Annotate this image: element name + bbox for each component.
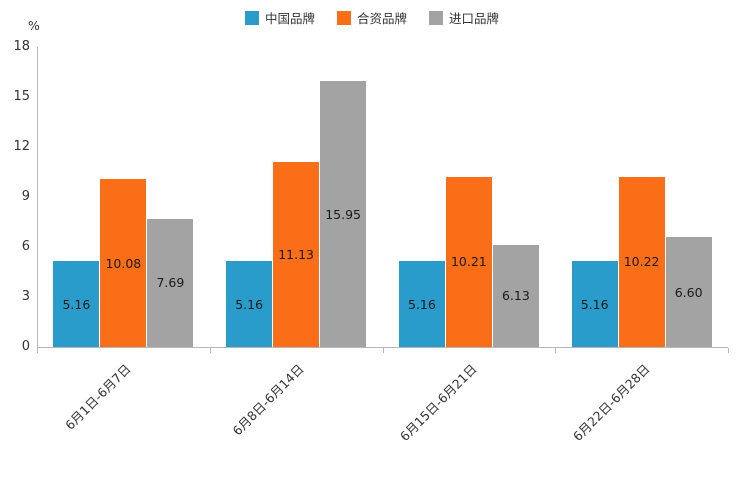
bar-中国品牌-1[interactable]: 5.16 (226, 261, 273, 347)
bar-value-label: 10.08 (105, 255, 142, 271)
bar-value-label: 7.69 (156, 275, 185, 291)
bar-合资品牌-1[interactable]: 11.13 (273, 161, 320, 347)
y-tick-label: 6 (21, 239, 30, 254)
bar-value-label: 5.16 (235, 296, 264, 312)
x-axis-tick (209, 348, 211, 353)
x-category-label-3: 6月22日-6月28日 (569, 361, 653, 445)
bar-group-1: 5.16 11.13 15.95 (226, 81, 367, 347)
bar-value-label: 5.16 (580, 296, 609, 312)
legend-swatch-icon (336, 10, 351, 25)
bar-中国品牌-2[interactable]: 5.16 (398, 261, 445, 347)
bar-中国品牌-3[interactable]: 5.16 (571, 261, 618, 347)
bar-group-0: 5.16 10.08 7.69 (53, 179, 194, 347)
legend-item-0[interactable]: 中国品牌 (244, 8, 315, 27)
bar-value-label: 6.13 (501, 288, 530, 304)
legend-label: 合资品牌 (356, 11, 407, 26)
x-axis-line (37, 347, 728, 348)
bar-group-3: 5.16 10.22 6.60 (571, 176, 712, 347)
legend-item-1[interactable]: 合资品牌 (336, 8, 407, 27)
legend-swatch-icon (244, 10, 259, 25)
y-tick-label: 0 (21, 339, 30, 354)
bar-进口品牌-3[interactable]: 6.60 (665, 237, 712, 347)
y-tick-label: 9 (21, 189, 30, 204)
bar-value-label: 10.22 (623, 254, 660, 270)
x-axis-tick (382, 348, 384, 353)
bar-group-2: 5.16 10.21 6.13 (398, 176, 539, 347)
x-axis-tick (728, 348, 729, 353)
y-axis-line (37, 47, 38, 347)
bar-中国品牌-0[interactable]: 5.16 (53, 261, 100, 347)
bar-合资品牌-2[interactable]: 10.21 (445, 176, 492, 347)
bar-进口品牌-1[interactable]: 15.95 (320, 81, 367, 347)
bar-value-label: 11.13 (278, 246, 315, 262)
bar-进口品牌-0[interactable]: 7.69 (147, 218, 194, 347)
y-axis-unit-label: % (28, 18, 40, 33)
bar-value-label: 5.16 (62, 296, 91, 312)
legend-item-2[interactable]: 进口品牌 (429, 8, 499, 27)
bar-合资品牌-3[interactable]: 10.22 (618, 176, 665, 347)
legend-label: 中国品牌 (264, 11, 315, 26)
legend: 中国品牌 合资品牌 进口品牌 (0, 8, 744, 27)
bar-value-label: 15.95 (325, 206, 362, 222)
x-category-label-1: 6月8日-6月14日 (229, 361, 307, 439)
bar-合资品牌-0[interactable]: 10.08 (100, 179, 147, 347)
y-tick-label: 15 (13, 89, 30, 104)
legend-swatch-icon (429, 10, 443, 25)
x-category-label-0: 6月1日-6月7日 (62, 361, 135, 433)
bar-value-label: 10.21 (450, 254, 487, 270)
y-tick-label: 18 (13, 39, 30, 54)
bar-进口品牌-2[interactable]: 6.13 (492, 244, 539, 347)
legend-label: 进口品牌 (449, 11, 500, 26)
x-category-label-2: 6月15日-6月21日 (396, 361, 480, 445)
x-axis-tick (37, 348, 38, 353)
bar-value-label: 5.16 (407, 296, 436, 312)
y-tick-label: 3 (21, 289, 30, 304)
y-tick-label: 12 (13, 139, 30, 154)
plot-area: 5.16 10.08 7.69 5.16 11.13 15.95 5.16 10.21 6.13… (37, 47, 728, 347)
x-axis-tick (555, 348, 557, 353)
bar-value-label: 6.60 (674, 284, 703, 300)
